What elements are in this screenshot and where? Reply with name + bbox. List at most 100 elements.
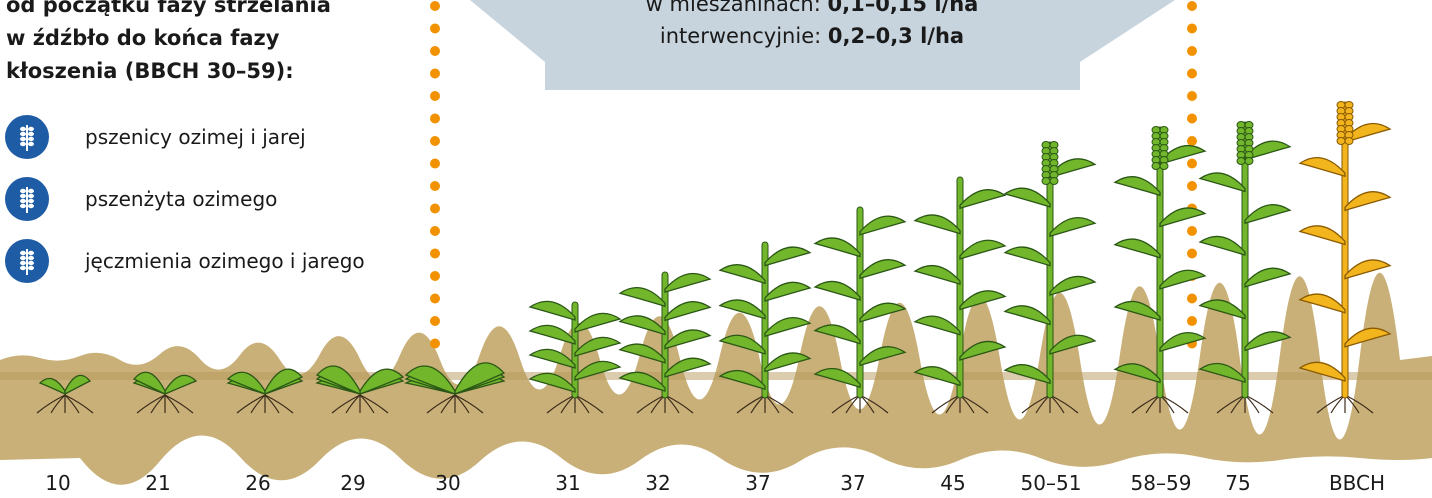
dot	[430, 204, 440, 214]
ear-grain	[1160, 163, 1168, 170]
dot	[1187, 24, 1197, 34]
header-line: w źdźbło do końca fazy	[6, 26, 280, 50]
dose-line: w mieszaninach: 0,1–0,15 l/ha	[646, 0, 979, 16]
leaf	[1115, 177, 1160, 196]
crop-icon-grain	[20, 251, 26, 255]
stage-label: 29	[340, 471, 365, 495]
leaf	[720, 265, 765, 284]
crop-name: pszenicy ozimej i jarej	[85, 125, 306, 149]
dot	[430, 159, 440, 169]
crop-name: jęczmienia ozimego i jarego	[84, 249, 365, 273]
dot	[1187, 136, 1197, 146]
crop-icon-grain	[20, 204, 26, 208]
crop-icon-grain	[28, 199, 34, 203]
dose-line: interwencyjnie: 0,2–0,3 l/ha	[660, 24, 964, 48]
dot	[1187, 159, 1197, 169]
stage-label: BBCH	[1329, 471, 1385, 495]
crop-icon-grain	[28, 261, 34, 265]
ear-grain	[1152, 163, 1160, 170]
leaf	[1160, 270, 1205, 289]
ear-grain	[1245, 158, 1253, 165]
crop-icon-grain	[20, 256, 26, 260]
crop-icon-grain	[20, 194, 26, 198]
leaf	[765, 282, 810, 301]
dot	[1187, 316, 1197, 326]
crop-icon-grain	[20, 132, 26, 136]
crop-icon-grain	[20, 261, 26, 265]
leaf	[915, 266, 960, 285]
stage-label: 32	[645, 471, 670, 495]
crop-icon-grain	[28, 256, 34, 260]
stage-label: 10	[45, 471, 70, 495]
dot	[430, 181, 440, 191]
crop-icon-grain	[20, 189, 26, 193]
leaf	[915, 215, 960, 234]
leaf	[620, 288, 665, 307]
leaf	[1160, 208, 1205, 227]
crop-icon-grain	[28, 142, 34, 146]
dot	[1187, 1, 1197, 11]
header-line: kłoszenia (BBCH 30–59):	[6, 59, 294, 83]
crop-icon-grain	[28, 194, 34, 198]
crop-icon-grain	[28, 189, 34, 193]
header-line: od początku fazy strzelania	[6, 0, 331, 17]
dot	[430, 294, 440, 304]
ear-grain	[1337, 138, 1345, 145]
dot	[1187, 91, 1197, 101]
leaf	[1300, 226, 1345, 245]
dot	[430, 316, 440, 326]
dot	[430, 271, 440, 281]
stage-label: 21	[145, 471, 170, 495]
leaf	[1200, 236, 1245, 255]
leaf	[1200, 173, 1245, 192]
leaf	[1345, 192, 1390, 211]
leaf	[1160, 333, 1205, 352]
crop-icon-grain	[20, 199, 26, 203]
crop-icon-grain	[28, 204, 34, 208]
dot	[430, 46, 440, 56]
leaf	[960, 190, 1005, 209]
stage-label: 37	[745, 471, 770, 495]
ear-grain	[1050, 178, 1058, 185]
leaf	[765, 318, 810, 337]
ear-grain	[1042, 178, 1050, 185]
dot	[430, 249, 440, 259]
crop-icon-grain	[28, 266, 34, 270]
leaf	[815, 281, 860, 300]
dot	[1187, 46, 1197, 56]
leaf	[860, 260, 905, 279]
crop-icon-grain	[20, 137, 26, 141]
dot	[1187, 181, 1197, 191]
ear-grain	[1237, 158, 1245, 165]
dot	[1187, 69, 1197, 79]
leaf	[1005, 247, 1050, 266]
crop-icon-grain	[28, 127, 34, 131]
leaf	[1050, 276, 1095, 295]
crop-icon-grain	[28, 132, 34, 136]
dot	[430, 1, 440, 11]
dose-value: 0,2–0,3 l/ha	[828, 24, 964, 48]
stage-label: 30	[435, 471, 460, 495]
leaf	[1005, 188, 1050, 207]
dot	[430, 339, 440, 349]
leaf	[1245, 205, 1290, 224]
leaf	[815, 238, 860, 257]
ear-grain	[1345, 138, 1353, 145]
stage-label: 58–59	[1131, 471, 1192, 495]
leaf	[960, 240, 1005, 259]
dot	[430, 136, 440, 146]
dose-value: 0,1–0,15 l/ha	[828, 0, 979, 16]
crop-name: pszenżyta ozimego	[85, 187, 277, 211]
leaf	[575, 313, 620, 332]
crop-icon-grain	[20, 127, 26, 131]
dot	[1187, 294, 1197, 304]
crop-icon-grain	[20, 266, 26, 270]
page: od początku fazy strzelania w źdźbło do k…	[0, 0, 1432, 498]
dot	[430, 114, 440, 124]
dot	[430, 24, 440, 34]
leaf	[665, 273, 710, 292]
stage-label: 75	[1225, 471, 1250, 495]
dot	[430, 91, 440, 101]
dot	[430, 69, 440, 79]
leaf	[1245, 268, 1290, 287]
